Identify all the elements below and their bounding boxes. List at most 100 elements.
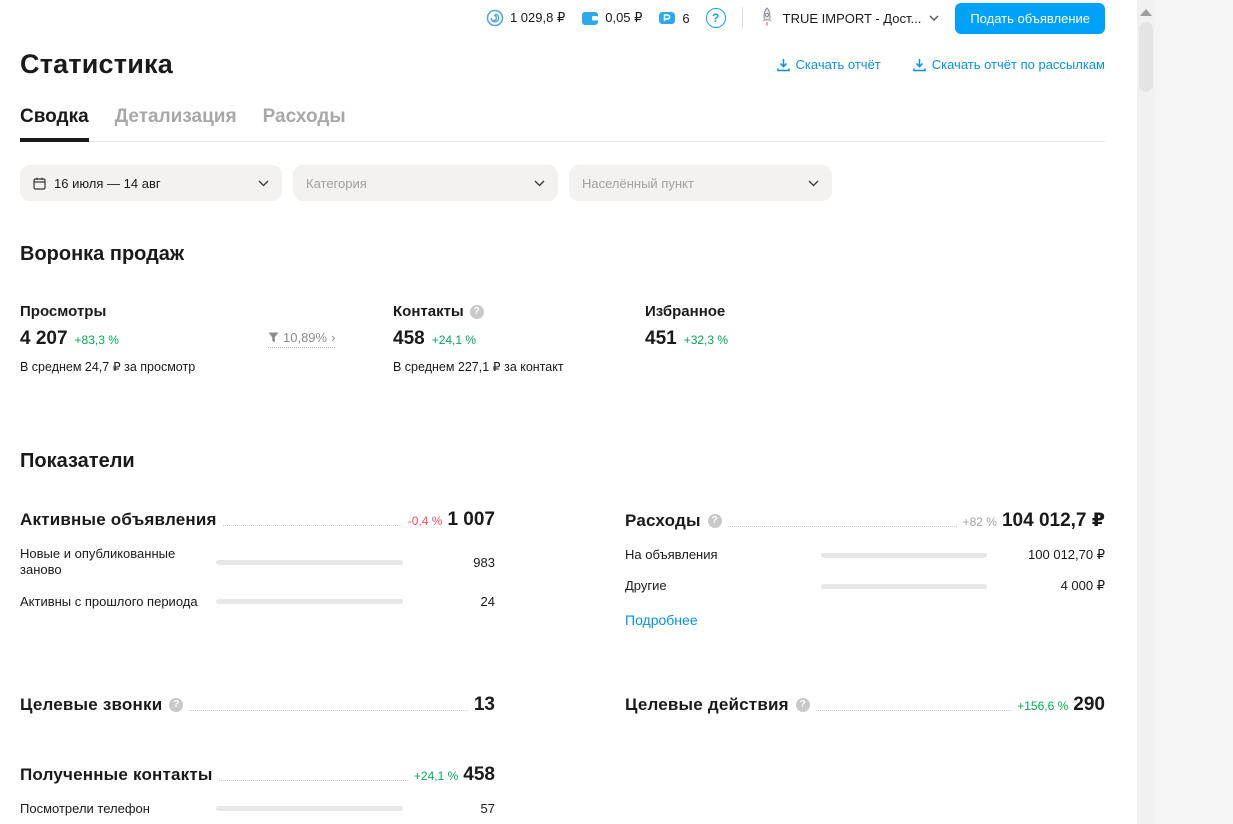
card-active-listings-title: Активные объявления	[20, 510, 217, 529]
metric-contacts-note: В среднем 227,1 ₽ за контакт	[393, 360, 564, 374]
expenses-help-icon[interactable]: ?	[707, 513, 722, 528]
card-target-actions-title: Целевые действия	[625, 694, 789, 714]
card-target-calls-value: 13	[473, 693, 495, 715]
bar-value: 100 012,70 ₽	[1028, 547, 1105, 563]
target-calls-help-icon[interactable]: ?	[169, 697, 184, 712]
metric-views-note: В среднем 24,7 ₽ за просмотр	[20, 360, 196, 374]
card-received-contacts-delta: +24,1 %	[413, 768, 459, 783]
conversion-link[interactable]: 10,89% ›	[268, 330, 336, 348]
metric-favorites: Избранное 451 +32,3 %	[645, 303, 728, 374]
dotted-leader	[189, 709, 468, 711]
target-actions-help-icon[interactable]: ?	[795, 697, 810, 712]
download-report-link[interactable]: Скачать отчёт	[776, 57, 881, 72]
chevron-down-icon	[258, 180, 269, 187]
account-switcher[interactable]: TRUE IMPORT - Дост...	[759, 7, 940, 29]
card-active-listings-value: 1 007	[447, 509, 495, 530]
rocket-icon	[759, 7, 775, 29]
date-range-value: 16 июля — 14 авг	[54, 175, 161, 191]
tab-expenses[interactable]: Расходы	[262, 106, 346, 127]
bar-row: Посмотрели телефон 57	[20, 801, 495, 817]
bar-row: Новые и опубликованные заново 983	[20, 546, 495, 579]
download-icon	[913, 58, 926, 72]
post-ad-button[interactable]: Подать объявление	[955, 2, 1105, 34]
wallet-balance-value: 0,05 ₽	[605, 10, 643, 25]
bonus-balance[interactable]: 6	[658, 10, 690, 26]
card-active-listings-delta: -0,4 %	[407, 514, 443, 528]
scrollbar-thumb[interactable]	[1139, 22, 1153, 92]
bar-row: Активны с прошлого периода 24	[20, 594, 495, 610]
cpa-balance-icon	[486, 9, 504, 27]
contacts-help-icon[interactable]: ?	[469, 304, 484, 319]
card-received-contacts-value: 458	[463, 763, 495, 785]
page-title: Статистика	[20, 49, 173, 79]
card-expenses-delta: +82 %	[962, 515, 997, 529]
metric-favorites-value: 451	[645, 328, 677, 349]
metric-views: Просмотры 4 207 +83,3 % В среднем 24,7 ₽…	[20, 303, 268, 374]
wallet-balance[interactable]: 0,05 ₽	[581, 10, 642, 26]
bar-track	[216, 806, 403, 812]
metric-views-value: 4 207	[20, 328, 68, 349]
account-name: TRUE IMPORT - Дост...	[782, 10, 922, 26]
dotted-leader	[222, 525, 402, 526]
filters: 16 июля — 14 авг Категория Населённый пу…	[20, 165, 1105, 201]
page-header: Статистика Скачать отчёт Скачать отчёт п…	[20, 49, 1105, 80]
card-target-actions-delta: +156,6 %	[1017, 698, 1069, 713]
statistics-page: 1 029,8 ₽ 0,05 ₽ 6 ? TRUE IMPORT - Дост.…	[0, 0, 1135, 824]
card-expenses-value: 104 012,7 ₽	[1001, 510, 1105, 531]
metric-favorites-label: Избранное	[645, 303, 726, 320]
download-mailing-report-label: Скачать отчёт по рассылкам	[931, 57, 1105, 72]
tabs: Сводка Детализация Расходы	[20, 106, 1105, 142]
card-received-contacts: Полученные контакты +24,1 % 458 Посмотре…	[20, 764, 495, 824]
calendar-icon	[33, 177, 46, 190]
download-report-label: Скачать отчёт	[795, 57, 881, 72]
bar-value: 4 000 ₽	[1060, 578, 1105, 594]
bar-value: 57	[480, 801, 495, 817]
card-active-listings: Активные объявления -0,4 % 1 007 Новые и…	[20, 509, 495, 630]
scrollbar-up-arrow-icon[interactable]	[1140, 9, 1152, 16]
download-icon	[776, 58, 790, 72]
metric-contacts-value: 458	[393, 328, 425, 349]
card-received-contacts-title: Полученные контакты	[20, 764, 213, 784]
bar-track	[821, 552, 987, 558]
tab-details[interactable]: Детализация	[114, 106, 237, 127]
bar-track	[821, 583, 987, 589]
card-target-actions-value: 290	[1073, 693, 1105, 715]
cpa-balance-value: 1 029,8 ₽	[509, 10, 566, 25]
bonus-icon	[658, 11, 676, 25]
funnel-metrics: Просмотры 4 207 +83,3 % В среднем 24,7 ₽…	[20, 303, 1105, 374]
dotted-leader	[815, 709, 1012, 711]
topbar-divider	[741, 7, 743, 29]
funnel-icon	[268, 332, 279, 343]
dotted-leader	[218, 779, 408, 781]
bar-value: 24	[480, 594, 495, 610]
bar-row: На объявления 100 012,70 ₽	[625, 547, 1105, 563]
download-mailing-report-link[interactable]: Скачать отчёт по рассылкам	[913, 57, 1105, 72]
card-target-actions: Целевые действия ? +156,6 % 290	[625, 694, 1105, 716]
vertical-scrollbar[interactable]	[1137, 0, 1155, 824]
chevron-down-icon	[808, 180, 819, 187]
help-icon[interactable]: ?	[705, 8, 726, 28]
bar-value: 983	[473, 554, 495, 570]
bar-label: Посмотрели телефон	[20, 800, 150, 816]
chevron-down-icon	[929, 15, 939, 21]
bar-row: Другие 4 000 ₽	[625, 578, 1105, 594]
dotted-leader	[727, 526, 957, 527]
bonus-count-value: 6	[682, 10, 690, 26]
category-filter[interactable]: Категория	[293, 165, 558, 201]
metric-contacts: Контакты ? 458 +24,1 % В среднем 227,1 ₽…	[393, 303, 645, 374]
card-expenses-title: Расходы	[625, 511, 701, 530]
date-range-filter[interactable]: 16 июля — 14 авг	[20, 165, 282, 201]
bar-label: Другие	[625, 578, 667, 594]
card-target-calls-title: Целевые звонки	[20, 694, 163, 714]
category-placeholder: Категория	[306, 175, 367, 191]
cpa-balance[interactable]: 1 029,8 ₽	[486, 9, 565, 27]
metric-views-delta: +83,3 %	[74, 333, 119, 347]
metric-contacts-label: Контакты	[393, 303, 464, 320]
tab-summary[interactable]: Сводка	[20, 106, 89, 142]
bar-label: Активны с прошлого периода	[20, 593, 198, 609]
location-filter[interactable]: Населённый пункт	[569, 165, 832, 201]
indicators-heading: Показатели	[20, 450, 135, 472]
expenses-details-link[interactable]: Подробнее	[625, 611, 698, 628]
topbar: 1 029,8 ₽ 0,05 ₽ 6 ? TRUE IMPORT - Дост.…	[0, 0, 1135, 36]
metric-contacts-delta: +24,1 %	[431, 333, 477, 347]
